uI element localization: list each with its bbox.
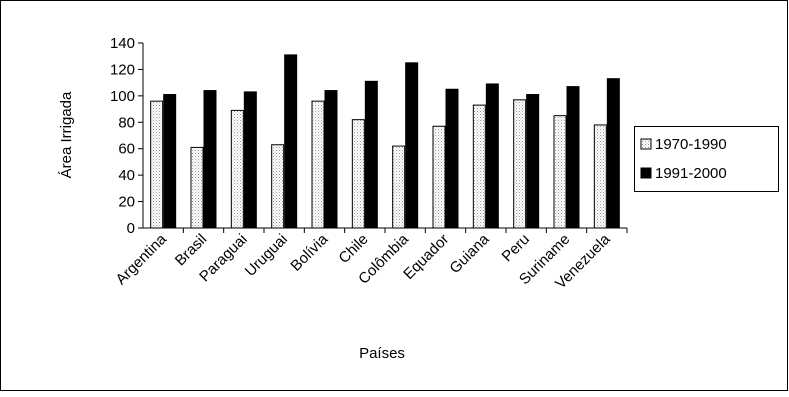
- bar-1970-1990-Bolívia: [311, 100, 325, 229]
- bars: [150, 54, 620, 229]
- bar-1970-1990-Paraguai: [230, 109, 244, 229]
- bar-1991-2000-Uruguai: [284, 54, 298, 229]
- bar-1991-2000-Paraguai: [243, 91, 257, 229]
- legend-label: 1970-1990: [655, 136, 727, 153]
- bar-1991-2000-Peru: [526, 94, 540, 229]
- y-tick-label: 80: [118, 114, 135, 131]
- bar-1991-2000-Colômbia: [405, 62, 419, 229]
- bar-1991-2000-Guiana: [485, 83, 499, 229]
- bar-1991-2000-Brasil: [203, 90, 217, 229]
- y-tick-label: 20: [118, 194, 135, 211]
- legend-border: [634, 126, 779, 192]
- bar-1970-1990-Venezuela: [593, 124, 607, 229]
- legend-label: 1991-2000: [655, 165, 727, 182]
- legend-swatch-1970-1990: [640, 138, 652, 150]
- bar-1991-2000-Equador: [445, 88, 459, 229]
- bar-1970-1990-Argentina: [150, 100, 164, 229]
- bar-1970-1990-Peru: [513, 99, 527, 229]
- y-tick-label: 40: [118, 167, 135, 184]
- y-tick-label: 0: [127, 220, 135, 237]
- bar-1970-1990-Uruguai: [271, 144, 285, 229]
- bar-1970-1990-Equador: [432, 125, 446, 229]
- y-axis-label: Área Irrigada: [58, 91, 75, 178]
- bar-1991-2000-Argentina: [163, 94, 177, 229]
- bar-1970-1990-Suriname: [553, 115, 567, 229]
- y-tick-label: 120: [110, 61, 135, 78]
- x-axis-label: Países: [359, 345, 405, 362]
- y-tick-label: 60: [118, 141, 135, 158]
- bar-1991-2000-Suriname: [566, 86, 580, 229]
- legend-swatch-1991-2000: [640, 167, 652, 179]
- bar-1970-1990-Guiana: [472, 104, 486, 229]
- bar-1991-2000-Chile: [364, 80, 378, 229]
- axes: [138, 42, 628, 233]
- legend: 1970-1990 1991-2000: [634, 126, 779, 192]
- y-tick-label: 100: [110, 88, 135, 105]
- y-tick-label: 140: [110, 35, 135, 52]
- bar-1970-1990-Chile: [351, 119, 365, 229]
- y-tick-labels: 0 20 40 60 80 100 120 140: [110, 35, 135, 237]
- bar-1970-1990-Colômbia: [392, 145, 406, 229]
- bar-1970-1990-Brasil: [190, 146, 204, 229]
- bar-1991-2000-Venezuela: [606, 78, 620, 229]
- bar-1991-2000-Bolívia: [324, 90, 338, 229]
